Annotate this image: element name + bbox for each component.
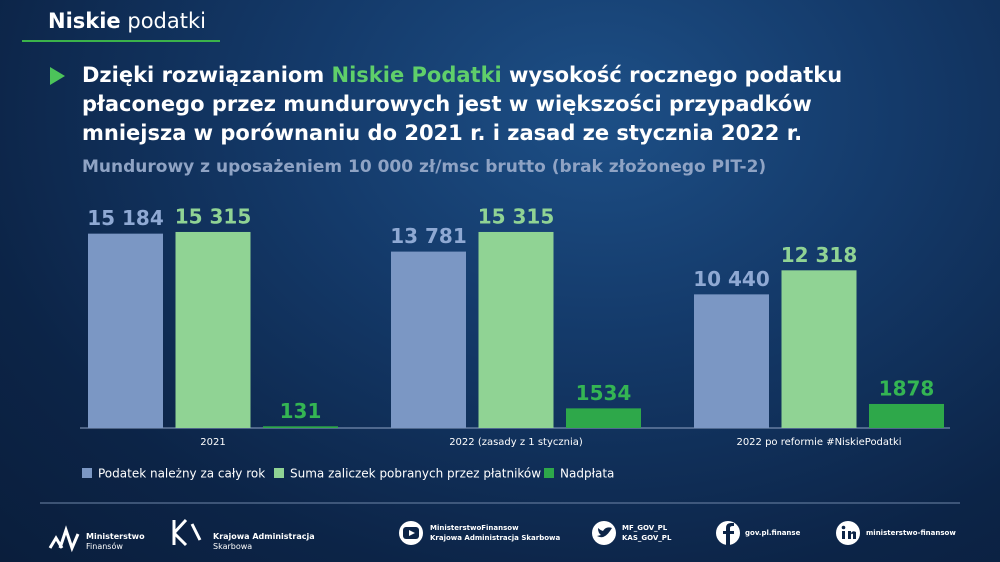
facebook-icon[interactable] bbox=[716, 521, 740, 545]
bar bbox=[694, 294, 769, 428]
x-tick-label: 2022 (zasady z 1 stycznia) bbox=[449, 437, 583, 448]
brand-underline bbox=[22, 40, 220, 42]
value-label: 1534 bbox=[576, 381, 632, 405]
kas-name: Krajowa Administracja Skarbowa bbox=[213, 532, 315, 552]
title-highlight: Niskie Podatki bbox=[331, 63, 502, 87]
bar bbox=[88, 233, 163, 428]
bar bbox=[391, 251, 466, 428]
bar bbox=[869, 403, 944, 428]
mf-logo bbox=[48, 525, 80, 553]
bar bbox=[566, 408, 641, 428]
legend-swatch bbox=[274, 468, 284, 478]
brand-light: podatki bbox=[127, 9, 206, 33]
bullet-arrow bbox=[50, 67, 65, 85]
youtube-icon[interactable] bbox=[399, 521, 423, 545]
logo-line: Skarbowa bbox=[213, 542, 253, 551]
social-line: KAS_GOV_PL bbox=[622, 534, 672, 542]
kas-logo bbox=[172, 518, 202, 547]
facebook-link[interactable]: gov.pl.finanse bbox=[745, 528, 800, 538]
youtube-link[interactable]: MinisterstwoFinansow Krajowa Administracj… bbox=[430, 523, 560, 543]
bar bbox=[478, 231, 554, 428]
chart-title: Dzięki rozwiązaniom Niskie Podatki wysok… bbox=[82, 61, 872, 148]
value-label: 12 318 bbox=[781, 243, 858, 267]
social-line: MF_GOV_PL bbox=[622, 524, 668, 532]
value-label: 10 440 bbox=[693, 267, 770, 291]
social-line: MinisterstwoFinansow bbox=[430, 524, 519, 532]
legend-swatch bbox=[544, 468, 554, 478]
value-label: 15 184 bbox=[87, 206, 164, 230]
title-part: wysokość rocznego podatku płaconego prze… bbox=[82, 63, 843, 145]
brand-bold: Niskie bbox=[48, 9, 121, 33]
x-tick-label: 2021 bbox=[200, 437, 225, 448]
brand: Niskie podatki bbox=[48, 9, 206, 33]
value-label: 15 315 bbox=[478, 204, 555, 228]
social-line: Krajowa Administracja Skarbowa bbox=[430, 534, 561, 542]
linkedin-icon[interactable] bbox=[836, 521, 860, 545]
value-label: 131 bbox=[280, 399, 322, 423]
legend-label: Podatek należny za cały rok bbox=[98, 467, 265, 481]
mf-name: Ministerstwo Finansów bbox=[86, 532, 145, 552]
linkedin-link[interactable]: ministerstwo-finansow bbox=[866, 528, 956, 538]
logo-line: Krajowa Administracja bbox=[213, 532, 315, 541]
legend-label: Nadpłata bbox=[560, 467, 614, 481]
chart-subtitle: Mundurowy z uposażeniem 10 000 zł/msc br… bbox=[82, 157, 767, 177]
logo-line: Ministerstwo bbox=[86, 532, 145, 541]
value-label: 15 315 bbox=[175, 204, 252, 228]
legend-label: Suma zaliczek pobranych przez płatników bbox=[290, 467, 541, 481]
legend-swatch bbox=[82, 468, 92, 478]
twitter-link[interactable]: MF_GOV_PL KAS_GOV_PL bbox=[622, 523, 671, 543]
x-tick-label: 2022 po reformie #NiskiePodatki bbox=[736, 437, 901, 448]
logo-line: Finansów bbox=[86, 542, 123, 551]
bar bbox=[175, 231, 251, 428]
social-line: ministerstwo-finansow bbox=[866, 529, 956, 537]
title-part: Dzięki rozwiązaniom bbox=[82, 63, 332, 87]
twitter-icon[interactable] bbox=[592, 521, 616, 545]
bar bbox=[263, 426, 338, 428]
value-label: 13 781 bbox=[390, 224, 467, 248]
value-label: 1878 bbox=[879, 376, 935, 400]
bar bbox=[781, 270, 857, 428]
social-line: gov.pl.finanse bbox=[745, 529, 801, 537]
